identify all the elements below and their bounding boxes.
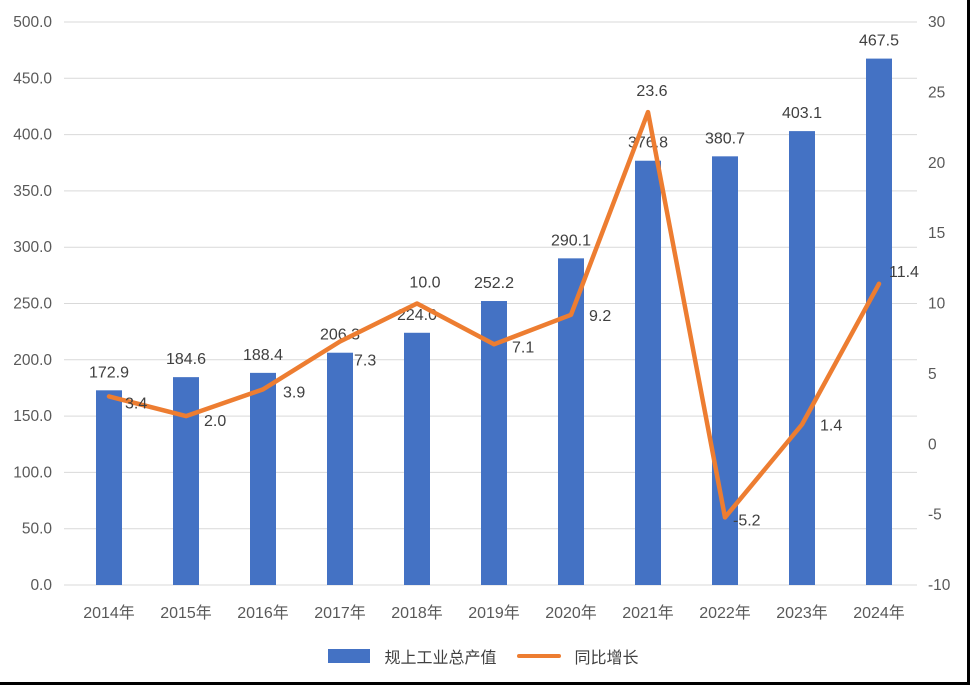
bar-2019年 (481, 301, 507, 585)
legend: 规上工业总产值 同比增长 (0, 638, 967, 674)
right-axis-tick: 0 (928, 436, 937, 453)
right-axis-tick: 25 (928, 84, 945, 101)
x-axis-label: 2017年 (314, 604, 366, 622)
right-axis-tick: 20 (928, 155, 946, 172)
line-data-label: 2.0 (204, 413, 226, 430)
left-axis-tick: 200.0 (13, 352, 52, 369)
right-axis-tick: 30 (928, 14, 946, 31)
growth-line (106, 109, 882, 520)
bar-2016年 (250, 372, 276, 585)
bar-data-label: 290.1 (551, 232, 591, 249)
bar-2015年 (173, 377, 199, 585)
line-data-label: 7.1 (512, 339, 534, 356)
growth-line-path (106, 109, 882, 520)
left-axis-tick: 400.0 (13, 127, 52, 144)
line-data-labels: 3.4 2.0 3.9 7.3 10.0 7.1 9.2 23.6 -5.2 1.4 11.4 (125, 83, 919, 529)
line-data-label: 10.0 (409, 275, 440, 292)
right-axis-tick: 15 (928, 225, 945, 242)
legend-bar-label: 规上工业总产值 (384, 650, 497, 667)
right-axis-tick: -5 (928, 507, 942, 524)
right-axis-tick: 10 (928, 296, 946, 313)
line-data-label: 1.4 (820, 418, 842, 435)
x-axis-labels: 2014年 2015年 2016年 2017年 2018年 2019年 2020年 2021年… (83, 604, 905, 622)
bar-2017年 (327, 352, 353, 585)
left-axis-tick: 100.0 (13, 464, 52, 481)
left-axis-tick: 450.0 (13, 70, 52, 87)
left-axis-tick: 350.0 (13, 183, 52, 200)
left-axis-tick: 500.0 (13, 14, 52, 31)
bar-2024年 (866, 58, 892, 586)
x-axis-label: 2023年 (776, 604, 828, 622)
bar-data-label: 380.7 (705, 130, 745, 147)
x-axis-label: 2016年 (237, 604, 289, 622)
bar-data-label: 403.1 (782, 105, 822, 122)
x-axis-label: 2024年 (853, 604, 905, 622)
left-axis-tick: 150.0 (13, 408, 52, 425)
legend-bar-swatch (328, 649, 371, 663)
x-axis-label: 2015年 (160, 604, 212, 622)
bar-2023年 (789, 131, 815, 585)
bar-2021年 (635, 160, 661, 585)
x-axis-label: 2014年 (83, 604, 135, 622)
bar-data-label: 206.3 (320, 327, 360, 344)
line-data-label: 3.4 (125, 395, 147, 412)
legend-line-swatch (516, 654, 561, 658)
line-data-label: -5.2 (733, 512, 761, 529)
line-data-label: 3.9 (283, 384, 305, 401)
line-data-label: 11.4 (889, 264, 919, 281)
right-axis-ticks: -10 -5 0 5 10 15 20 25 30 (928, 14, 951, 594)
line-data-label: 9.2 (589, 308, 611, 325)
x-axis-label: 2020年 (545, 604, 597, 622)
x-axis-label: 2019年 (468, 604, 520, 622)
left-axis-ticks: 0.0 50.0 100.0 150.0 200.0 250.0 300.0 350.0 400… (13, 14, 52, 594)
legend-line-label: 同比增长 (574, 650, 639, 667)
bar-data-label: 252.2 (474, 275, 514, 292)
x-axis-label: 2018年 (391, 604, 443, 622)
left-axis-tick: 250.0 (13, 296, 52, 313)
bar-data-label: 188.4 (243, 347, 283, 364)
bar-data-label: 184.6 (166, 351, 206, 368)
x-axis-label: 2022年 (699, 604, 751, 622)
bar-2014年 (96, 390, 122, 585)
left-axis-tick: 300.0 (13, 239, 52, 256)
line-data-label: 23.6 (636, 83, 667, 100)
left-axis-tick: 50.0 (22, 521, 53, 538)
bars (96, 58, 892, 586)
right-axis-tick: 5 (928, 366, 937, 383)
left-axis-tick: 0.0 (30, 577, 52, 594)
bar-2018年 (404, 332, 430, 585)
combo-chart: 0.0 50.0 100.0 150.0 200.0 250.0 300.0 350.0 400… (13, 14, 951, 622)
right-axis-tick: -10 (928, 577, 951, 594)
line-data-label: 7.3 (354, 353, 376, 370)
bar-data-label: 467.5 (859, 33, 899, 50)
bar-2020年 (558, 258, 584, 585)
bar-data-label: 172.9 (89, 364, 129, 381)
x-axis-label: 2021年 (622, 604, 674, 622)
